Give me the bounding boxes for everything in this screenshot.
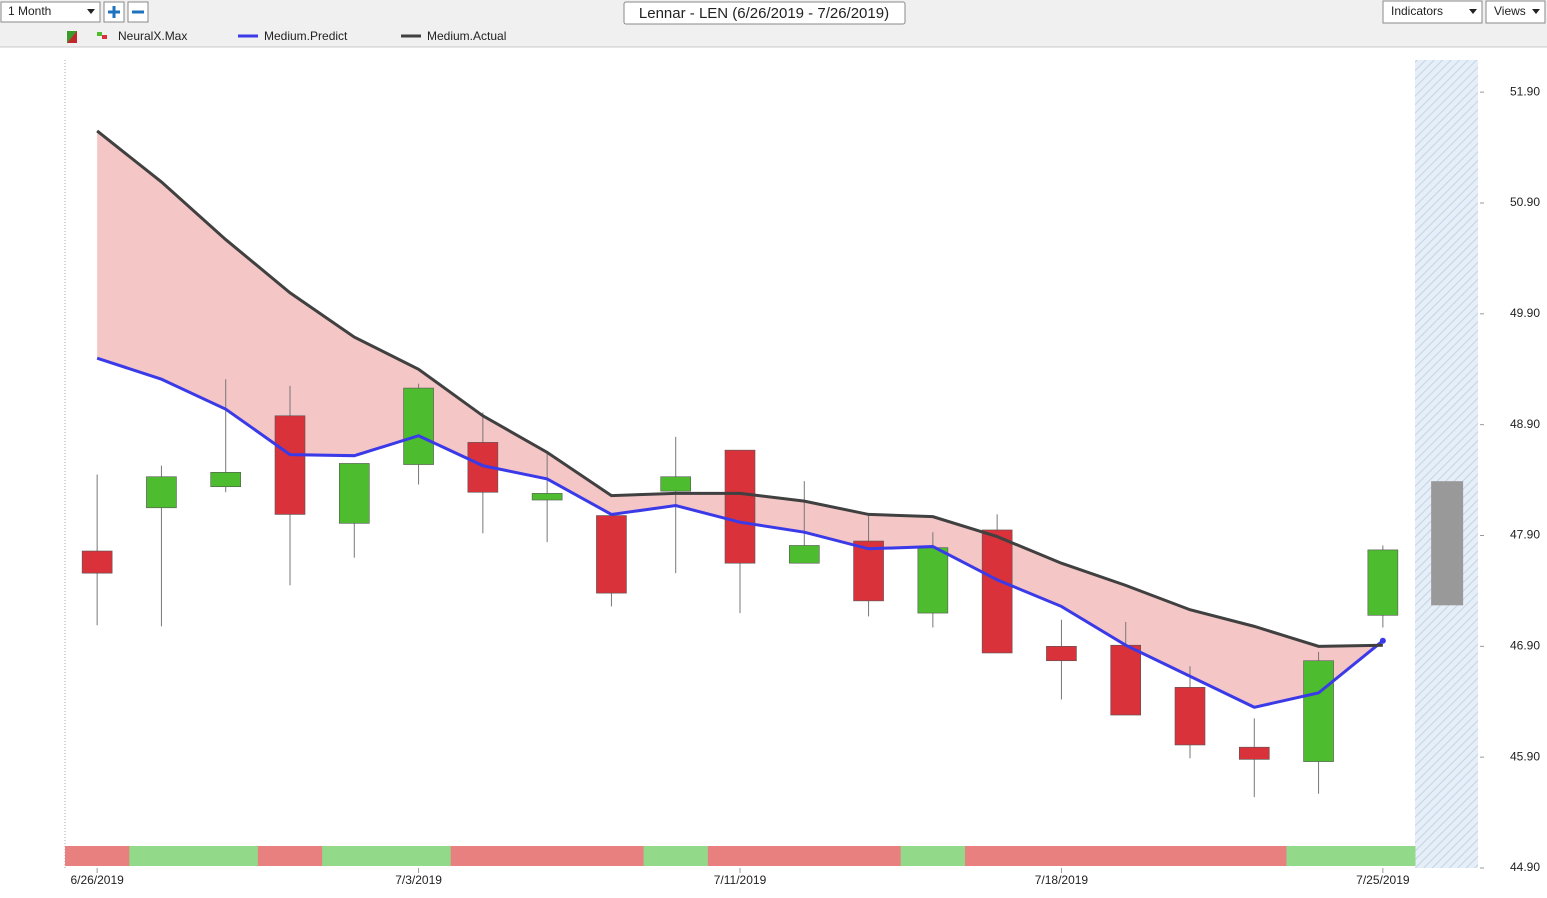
- candle-body: [724, 449, 756, 564]
- y-tick-label: 44.90: [1510, 860, 1540, 874]
- candle-body: [788, 545, 820, 564]
- candle-body: [338, 463, 370, 524]
- signal-block: [515, 846, 580, 866]
- signal-block: [579, 846, 645, 866]
- candle-body: [274, 415, 306, 515]
- legend-icon: [67, 31, 77, 43]
- signal-block: [1222, 846, 1287, 866]
- spread-area: [97, 130, 1383, 708]
- y-tick-label: 45.90: [1510, 749, 1540, 763]
- forecast-zone: [1415, 60, 1478, 868]
- x-tick-label: 7/25/2019: [1356, 873, 1410, 887]
- signal-block: [322, 846, 387, 866]
- signal-block: [1350, 846, 1416, 866]
- signal-block: [65, 846, 130, 866]
- signal-block: [707, 846, 773, 866]
- title-box: [623, 1, 906, 25]
- x-tick-label: 7/3/2019: [395, 873, 442, 887]
- candle-body: [403, 387, 434, 465]
- series-line: [96, 129, 1383, 648]
- legend-swatch: [102, 35, 107, 39]
- y-tick-label: 49.90: [1510, 306, 1540, 320]
- signal-block: [1286, 846, 1352, 866]
- candle-body: [146, 476, 177, 509]
- predict-endpoint: [1379, 637, 1386, 644]
- indicators-label: Indicators: [1391, 4, 1443, 18]
- indicators-dropdown[interactable]: [1382, 0, 1483, 24]
- signal-block: [900, 846, 966, 866]
- period-label: 1 Month: [8, 4, 51, 18]
- forecast-box: [1431, 481, 1464, 606]
- candle-body: [660, 476, 692, 492]
- candle-body: [1303, 660, 1334, 762]
- y-tick-label: 46.90: [1510, 638, 1540, 652]
- candle-body: [1238, 746, 1270, 760]
- candle-body: [1174, 687, 1206, 746]
- legend-label: Medium.Actual: [427, 29, 506, 43]
- y-tick-label: 47.90: [1510, 528, 1540, 542]
- signal-block: [257, 846, 323, 866]
- candle-body: [981, 529, 1013, 654]
- x-tick-label: 7/11/2019: [714, 873, 767, 887]
- period-dropdown[interactable]: [0, 1, 101, 23]
- y-tick-label: 51.90: [1510, 84, 1540, 98]
- candle-body: [1110, 644, 1142, 716]
- legend-swatch: [97, 32, 102, 36]
- signal-block: [450, 846, 516, 866]
- candle-body: [596, 515, 627, 594]
- series-line: [96, 356, 1384, 709]
- candle-body: [210, 472, 242, 488]
- dropdown-arrow: [87, 9, 95, 14]
- x-tick-label: 7/18/2019: [1035, 873, 1089, 887]
- signal-block: [193, 846, 259, 866]
- chart-title: Lennar - LEN (6/26/2019 - 7/26/2019): [639, 5, 889, 22]
- views-dropdown[interactable]: [1485, 0, 1546, 24]
- candle-body: [531, 493, 563, 501]
- y-tick-label: 50.90: [1510, 195, 1540, 209]
- x-tick-label: 6/26/2019: [70, 873, 124, 887]
- signal-block: [1093, 846, 1159, 866]
- signal-block: [643, 846, 709, 866]
- candle-body: [81, 550, 113, 574]
- dropdown-arrow: [1532, 9, 1540, 14]
- candle-body: [1046, 646, 1077, 662]
- legend-label: NeuralX.Max: [118, 29, 187, 43]
- y-tick-label: 48.90: [1510, 417, 1540, 431]
- views-label: Views: [1494, 4, 1526, 18]
- signal-block: [129, 846, 195, 866]
- signal-block: [772, 846, 837, 866]
- plus-icon: [108, 6, 120, 18]
- dropdown-arrow: [1469, 9, 1477, 14]
- signal-block: [836, 846, 902, 866]
- signal-block: [386, 846, 452, 866]
- candle-body: [1367, 549, 1399, 616]
- candle-body: [917, 547, 949, 614]
- signal-block: [1029, 846, 1095, 866]
- signal-block: [965, 846, 1030, 866]
- signal-block: [1157, 846, 1223, 866]
- legend-label: Medium.Predict: [264, 29, 348, 43]
- candle-body: [853, 540, 884, 602]
